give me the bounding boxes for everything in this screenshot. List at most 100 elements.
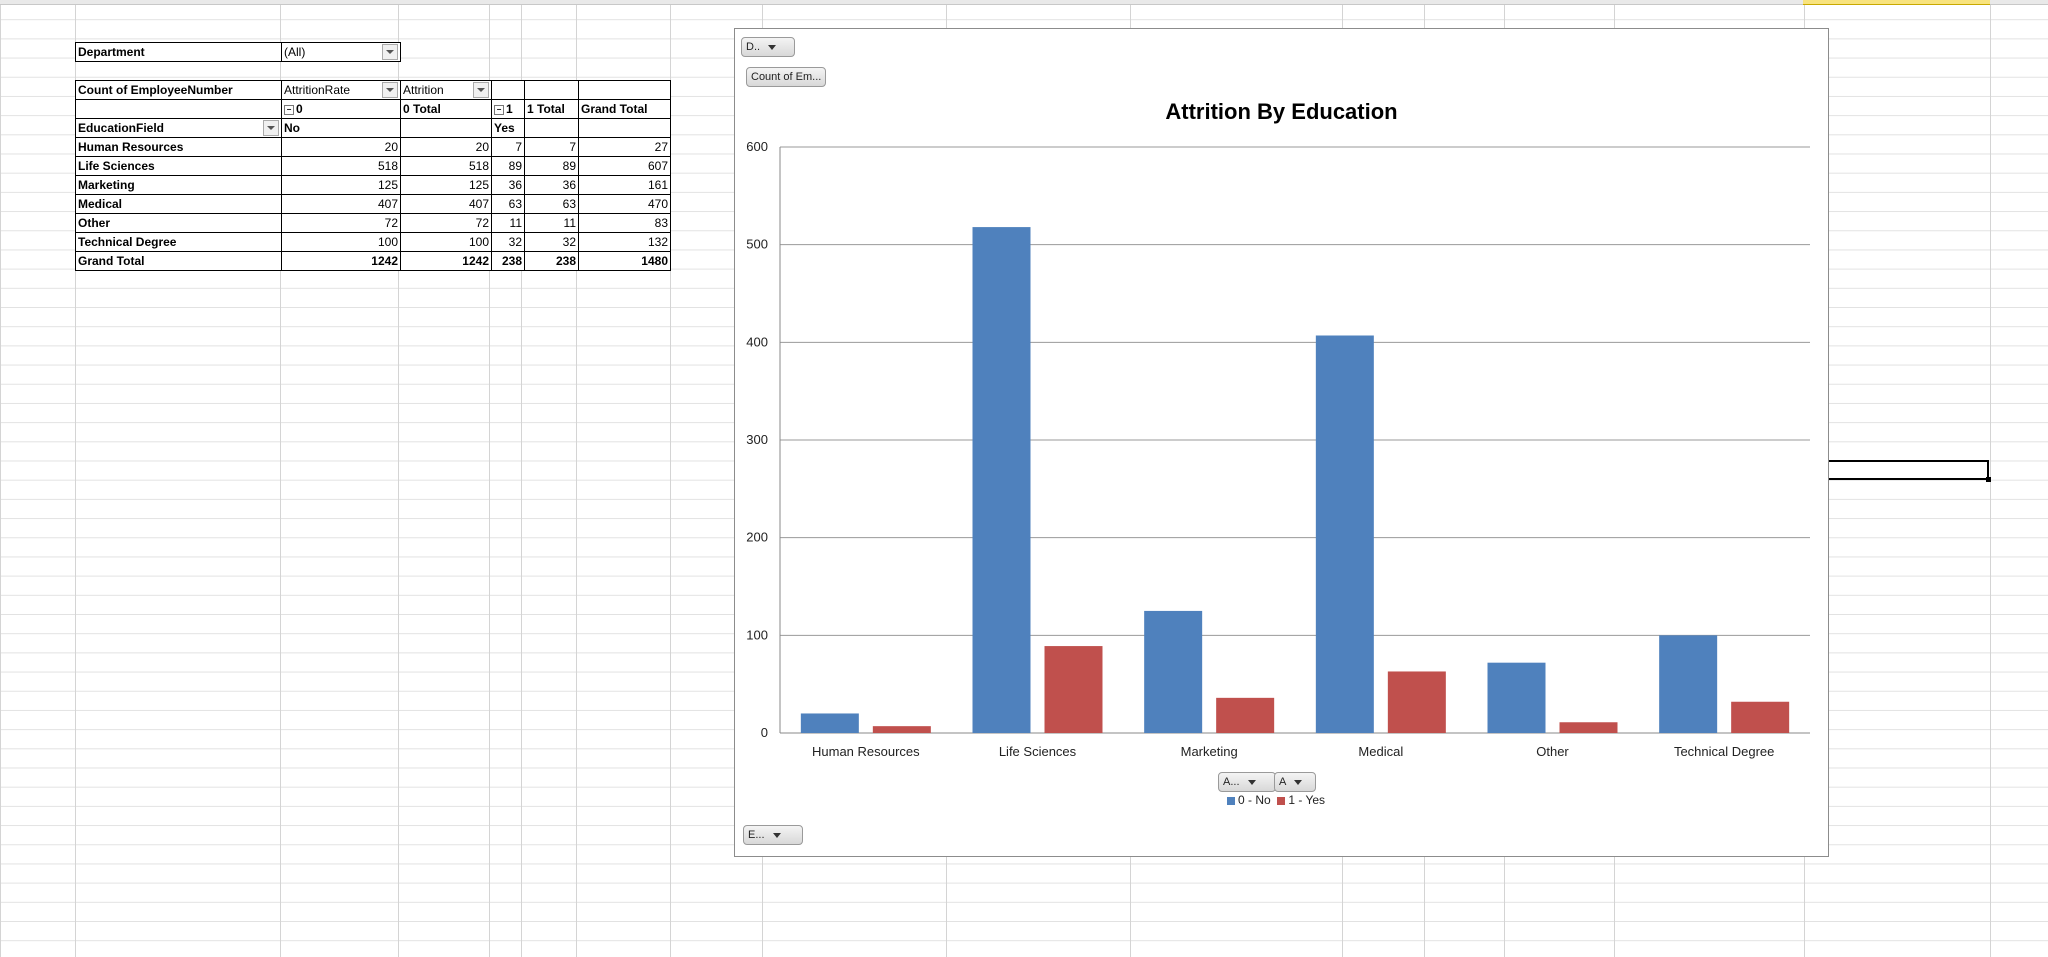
value-cell-yes-total[interactable]: 89: [525, 157, 579, 176]
empty-cell: [525, 119, 579, 138]
selected-column-header[interactable]: [1803, 0, 1990, 5]
row-label[interactable]: Medical: [76, 195, 282, 214]
row-field-dropdown-icon[interactable]: [263, 120, 279, 136]
value-cell-total[interactable]: 1480: [579, 252, 671, 271]
value-cell-yes-total[interactable]: 238: [525, 252, 579, 271]
attrition-field-button[interactable]: A: [1274, 772, 1316, 792]
value-cell-yes-total[interactable]: 32: [525, 233, 579, 252]
value-cell-total[interactable]: 470: [579, 195, 671, 214]
value-cell-no-total[interactable]: 407: [401, 195, 492, 214]
value-cell-yes[interactable]: 7: [492, 138, 525, 157]
bar-no: [1144, 611, 1202, 733]
legend-label-yes: 1 - Yes: [1288, 793, 1325, 807]
y-tick-label: 300: [746, 432, 768, 447]
value-cell-no[interactable]: 518: [282, 157, 401, 176]
legend-label-no: 0 - No: [1238, 793, 1271, 807]
value-cell-no-total[interactable]: 1242: [401, 252, 492, 271]
value-cell-total[interactable]: 83: [579, 214, 671, 233]
chevron-down-icon: [1248, 780, 1256, 785]
row-field-cell[interactable]: EducationField: [76, 119, 282, 138]
col-field-2-cell[interactable]: Attrition: [401, 81, 492, 100]
row-label[interactable]: Life Sciences: [76, 157, 282, 176]
col-0-label: 0: [296, 102, 303, 116]
y-tick-label: 500: [746, 237, 768, 252]
col-field-1-cell[interactable]: AttritionRate: [282, 81, 401, 100]
value-cell-yes-total[interactable]: 63: [525, 195, 579, 214]
selected-cell[interactable]: [1826, 460, 1989, 480]
value-cell-no-total[interactable]: 518: [401, 157, 492, 176]
grand-total-row[interactable]: Grand Total 1242 1242 238 238 1480: [76, 252, 671, 271]
bar-yes: [1560, 722, 1618, 733]
value-cell-no[interactable]: 72: [282, 214, 401, 233]
value-cell-no-total[interactable]: 125: [401, 176, 492, 195]
value-cell-yes-total[interactable]: 36: [525, 176, 579, 195]
attrition-rate-field-label: A...: [1223, 776, 1240, 788]
pivot-report-filter: Department (All): [75, 42, 401, 62]
value-cell-total[interactable]: 161: [579, 176, 671, 195]
x-tick-label: Marketing: [1181, 744, 1238, 759]
col-0-header[interactable]: −0: [282, 100, 401, 119]
value-cell-yes[interactable]: 89: [492, 157, 525, 176]
value-cell-yes[interactable]: 11: [492, 214, 525, 233]
col-field-1: AttritionRate: [284, 83, 350, 97]
table-row[interactable]: Other 72 72 11 11 83: [76, 214, 671, 233]
bar-no: [1316, 335, 1374, 733]
x-tick-label: Medical: [1358, 744, 1403, 759]
value-cell-yes[interactable]: 36: [492, 176, 525, 195]
value-cell-yes[interactable]: 238: [492, 252, 525, 271]
value-cell-total[interactable]: 132: [579, 233, 671, 252]
filter-dropdown-icon[interactable]: [382, 44, 398, 60]
education-field-button[interactable]: E...: [743, 825, 803, 845]
empty-cell: [525, 81, 579, 100]
value-cell-no[interactable]: 100: [282, 233, 401, 252]
empty-cell: [492, 81, 525, 100]
col-1-header[interactable]: −1: [492, 100, 525, 119]
value-cell-yes[interactable]: 32: [492, 233, 525, 252]
bar-no: [973, 227, 1031, 733]
bar-yes: [1045, 646, 1103, 733]
value-cell-yes-total[interactable]: 7: [525, 138, 579, 157]
row-field-label: EducationField: [78, 121, 164, 135]
row-label[interactable]: Technical Degree: [76, 233, 282, 252]
y-tick-label: 200: [746, 530, 768, 545]
value-cell-total[interactable]: 27: [579, 138, 671, 157]
table-row[interactable]: Marketing 125 125 36 36 161: [76, 176, 671, 195]
col-0-total-header: 0 Total: [401, 100, 492, 119]
value-cell-yes-total[interactable]: 11: [525, 214, 579, 233]
table-row[interactable]: Medical 407 407 63 63 470: [76, 195, 671, 214]
chevron-down-icon: [773, 833, 781, 838]
table-row[interactable]: Life Sciences 518 518 89 89 607: [76, 157, 671, 176]
collapse-icon[interactable]: −: [494, 105, 504, 115]
y-tick-label: 400: [746, 334, 768, 349]
attrition-rate-field-button[interactable]: A...: [1218, 772, 1276, 792]
col-1-label: 1: [506, 102, 513, 116]
collapse-icon[interactable]: −: [284, 105, 294, 115]
value-cell-no[interactable]: 20: [282, 138, 401, 157]
pivot-table: Count of EmployeeNumber AttritionRate At…: [75, 80, 671, 271]
value-cell-yes[interactable]: 63: [492, 195, 525, 214]
row-label[interactable]: Marketing: [76, 176, 282, 195]
x-tick-label: Technical Degree: [1674, 744, 1774, 759]
row-label[interactable]: Other: [76, 214, 282, 233]
value-cell-no[interactable]: 125: [282, 176, 401, 195]
sub-no-label: No: [282, 119, 401, 138]
table-row[interactable]: Technical Degree 100 100 32 32 132: [76, 233, 671, 252]
value-cell-total[interactable]: 607: [579, 157, 671, 176]
value-cell-no[interactable]: 1242: [282, 252, 401, 271]
col-field-2-dropdown-icon[interactable]: [473, 82, 489, 98]
value-cell-no-total[interactable]: 100: [401, 233, 492, 252]
filter-label: Department: [76, 43, 282, 62]
value-cell-no-total[interactable]: 20: [401, 138, 492, 157]
table-row[interactable]: Human Resources 20 20 7 7 27: [76, 138, 671, 157]
education-field-label: E...: [748, 829, 765, 841]
filter-cell[interactable]: (All): [282, 43, 401, 62]
attrition-field-label: A: [1279, 776, 1286, 788]
sub-yes-label: Yes: [492, 119, 525, 138]
value-cell-no[interactable]: 407: [282, 195, 401, 214]
col-field-1-dropdown-icon[interactable]: [382, 82, 398, 98]
row-label[interactable]: Human Resources: [76, 138, 282, 157]
pivot-chart[interactable]: D.. Count of Em... Attrition By Educatio…: [734, 28, 1829, 857]
x-tick-label: Life Sciences: [999, 744, 1077, 759]
row-label[interactable]: Grand Total: [76, 252, 282, 271]
value-cell-no-total[interactable]: 72: [401, 214, 492, 233]
